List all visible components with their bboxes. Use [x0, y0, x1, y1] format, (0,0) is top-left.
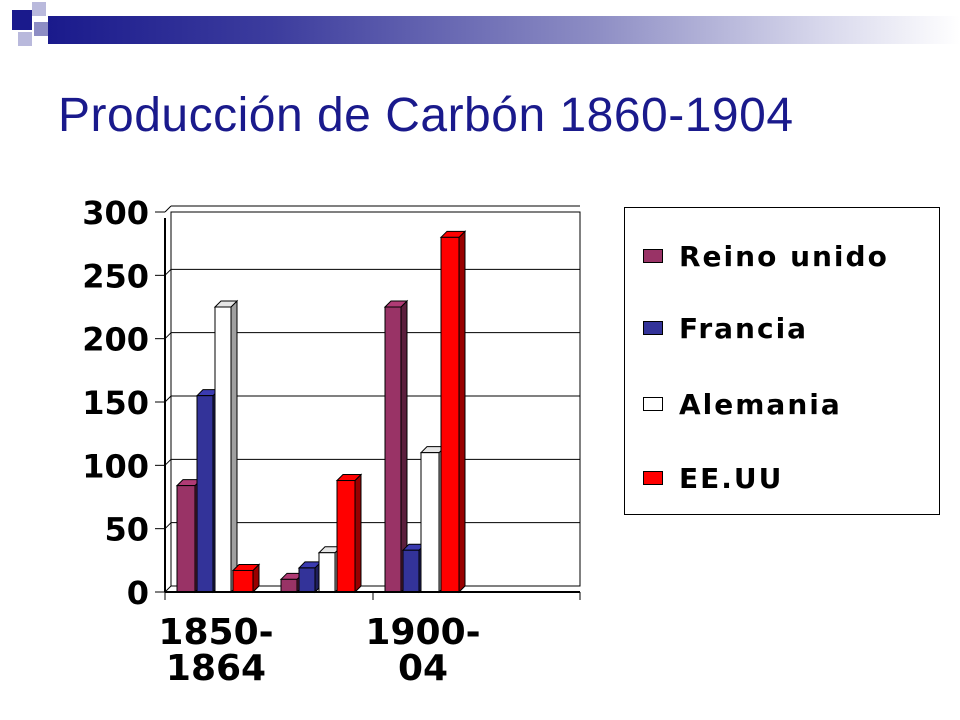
slide-title: Producción de Carbón 1860-1904: [58, 89, 794, 142]
bar-extra-0-front: [280, 578, 298, 593]
deco-square-light: [32, 2, 46, 16]
y-tick-label: 200: [82, 321, 149, 359]
bar-extra-3-front: [336, 480, 356, 593]
deco-square-mid: [34, 22, 48, 36]
bar-alemania-0-side: [230, 299, 238, 594]
x-category-line: 1900-: [365, 612, 480, 653]
x-axis-categories: 1850-1864 1900-04: [158, 612, 480, 689]
bar-ee-uu-0: [231, 563, 261, 594]
bar-extra-1: [297, 560, 323, 594]
bar-ee-uu-0-front: [232, 569, 254, 593]
header-decoration: [0, 0, 960, 60]
y-tick-label: 300: [82, 194, 149, 232]
legend-swatch: [643, 321, 663, 335]
legend-swatch: [643, 397, 663, 411]
bar-ee-uu-1: [439, 230, 467, 594]
chart-legend: Reino unido Francia Alemania EE.UU: [624, 207, 940, 515]
legend-swatch: [643, 471, 663, 485]
bar-reino-unido-1-front: [384, 306, 402, 593]
y-tick-label: 250: [82, 257, 149, 295]
legend-label: Reino unido: [679, 239, 889, 273]
y-tick-label: 100: [82, 447, 149, 485]
bar-extra-3: [335, 473, 363, 594]
y-axis-ticks: 0 50 100 150 200 250 300: [82, 194, 149, 612]
y-tick-label: 150: [82, 384, 149, 422]
bar-alemania-1-front: [420, 452, 440, 593]
bar-extra-1-front: [298, 567, 316, 593]
deco-square-dark: [12, 10, 32, 30]
bar-ee-uu-1-side: [458, 230, 466, 594]
bar-extra-2-front: [318, 552, 336, 593]
chart-axes: [155, 211, 581, 600]
x-category-line: 1850-: [158, 612, 273, 653]
chart-grid: [164, 205, 581, 593]
bar-francia-1-front: [402, 549, 420, 593]
bar-francia-0-front: [196, 395, 214, 593]
plot-back-wall: [170, 211, 581, 587]
header-banner: [48, 16, 960, 44]
x-category-label: 1900-04: [365, 612, 480, 689]
deco-square-light: [18, 32, 32, 46]
bar-reino-unido-0-front: [176, 485, 196, 593]
legend-label: Alemania: [679, 387, 842, 421]
bar-reino-unido-1: [383, 299, 409, 594]
bar-ee-uu-1-front: [440, 236, 460, 593]
y-tick-label: 50: [104, 511, 149, 549]
gridline-side: [164, 205, 172, 213]
legend-item-reino-unido: Reino unido: [643, 238, 889, 274]
legend-label: Francia: [679, 311, 809, 345]
x-category-line: 1864: [166, 648, 266, 689]
x-category-label: 1850-1864: [158, 612, 273, 689]
bar-alemania-0-front: [214, 306, 232, 593]
y-tick-label: 0: [127, 574, 149, 612]
bar-alemania-0: [213, 299, 239, 594]
legend-label: EE.UU: [679, 461, 784, 495]
legend-item-francia: Francia: [643, 310, 808, 346]
x-category-line: 04: [398, 648, 448, 689]
legend-swatch: [643, 249, 663, 263]
chart-bars: [175, 230, 467, 594]
legend-item-eeuu: EE.UU: [643, 460, 783, 496]
legend-item-alemania: Alemania: [643, 386, 842, 422]
bar-extra-3-side: [354, 473, 362, 594]
